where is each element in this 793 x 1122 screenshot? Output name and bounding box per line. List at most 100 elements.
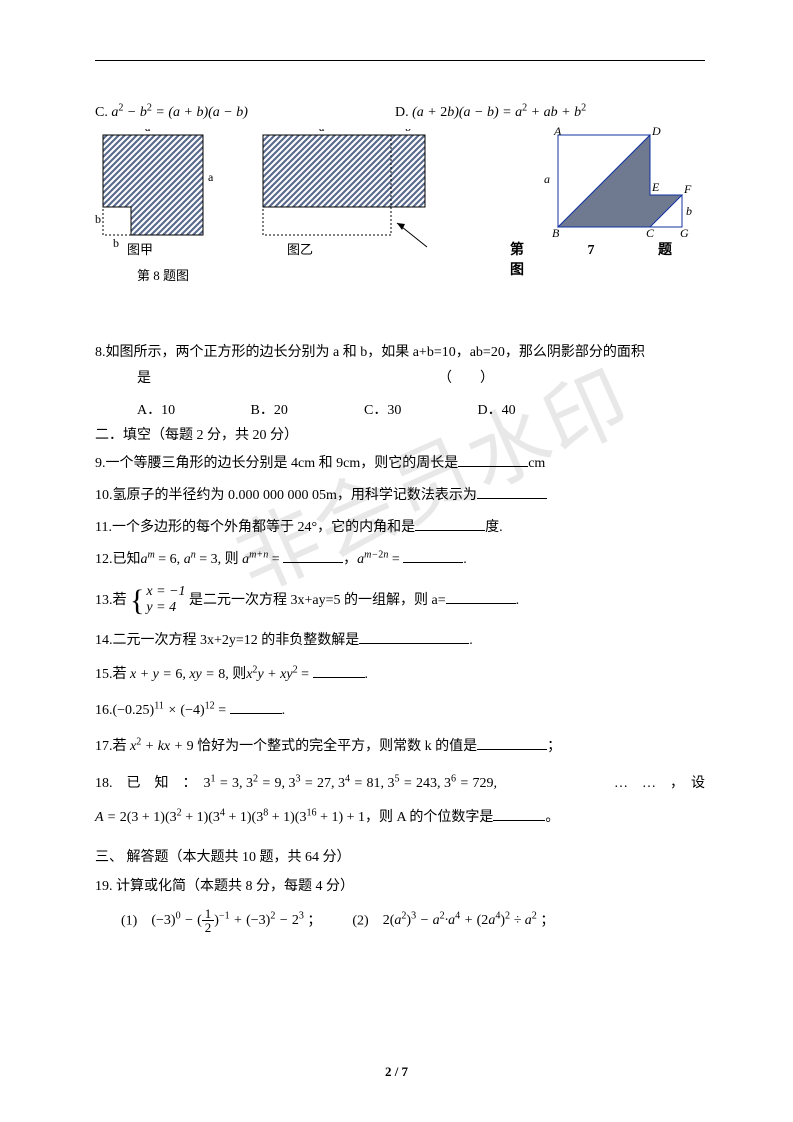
- q13-tail: .: [516, 593, 520, 608]
- svg-text:G: G: [680, 226, 689, 237]
- svg-text:A: A: [553, 127, 562, 138]
- q19-frac-den: 2: [202, 921, 215, 935]
- q9-blank: [458, 453, 528, 467]
- figure-q7: A D B C G E F a b: [530, 127, 705, 242]
- q12-tail: .: [463, 552, 467, 567]
- caption-yi: 图乙: [287, 239, 313, 258]
- q8-stem-b: 是: [137, 371, 151, 386]
- q15-blank: [313, 664, 365, 678]
- q10: 10.氢原子的半径约为 0.000 000 000 05m，用科学记数法表示为: [95, 484, 705, 508]
- svg-text:E: E: [651, 180, 660, 194]
- q13: 13.若 { x = −1 y = 4 是二元一次方程 3x+ay=5 的一组解…: [95, 584, 705, 618]
- q16-blank: [230, 700, 282, 714]
- svg-text:B: B: [552, 226, 560, 237]
- q13-system: { x = −1 y = 4: [130, 584, 186, 618]
- q8-choices: A．10 B．20 C．30 D．40: [95, 399, 705, 419]
- q17-mid: 恰好为一个整式的完全平方，则常数 k 的值是: [194, 739, 478, 754]
- q8-stem-a: 8.如图所示，两个正方形的边长分别为 a 和 b，如果 a+b=10，ab=20…: [95, 345, 645, 360]
- caption-jia: 图甲: [127, 239, 153, 258]
- svg-text:a: a: [208, 170, 214, 184]
- q10-text: 10.氢原子的半径约为 0.000 000 000 05m，用科学记数法表示为: [95, 488, 477, 503]
- option-c-label: C.: [95, 105, 108, 120]
- q11-text: 11.一个多边形的每个外角都等于 24°，它的内角和是: [95, 520, 415, 535]
- q13-r1: x = −1: [146, 584, 185, 601]
- q14-text: 14.二元一次方程 3x+2y=12 的非负整数解是: [95, 633, 359, 648]
- svg-text:a: a: [319, 129, 325, 134]
- page-content: C. a2 − b2 = (a + b)(a − b) D. (a + 2b)(…: [95, 105, 705, 943]
- q11: 11.一个多边形的每个外角都等于 24°，它的内角和是 度.: [95, 516, 705, 540]
- q9-unit: cm: [528, 456, 545, 471]
- q15-pre: 15.若: [95, 667, 130, 682]
- q8-c: C．30: [364, 399, 474, 419]
- svg-text:b: b: [686, 204, 692, 218]
- q17-pre: 17.若: [95, 739, 130, 754]
- q15-mid: 则: [232, 667, 246, 682]
- q19-p1-label: (1): [121, 913, 151, 928]
- option-c: C. a2 − b2 = (a + b)(a − b): [95, 105, 395, 121]
- options-row: C. a2 − b2 = (a + b)(a − b) D. (a + 2b)(…: [95, 105, 705, 121]
- q17-blank: [477, 736, 547, 750]
- svg-text:b: b: [405, 129, 411, 134]
- svg-text:a: a: [544, 172, 550, 186]
- q18-l2-tail: 。: [545, 810, 559, 825]
- q18-l2-mid: ，则 A 的个位数字是: [365, 810, 493, 825]
- q18-line1: 18. 已 知 ： 31 = 3, 32 = 9, 33 = 27, 34 = …: [95, 772, 705, 796]
- q17-tail: ；: [547, 739, 561, 754]
- svg-text:F: F: [683, 182, 692, 196]
- q15-eq: =: [298, 667, 313, 682]
- option-d: D. (a + 2b)(a − b) = a2 + ab + b2: [395, 105, 586, 121]
- q12-blank1: [283, 549, 343, 563]
- section-3-head: 三、 解答题（本大题共 10 题，共 64 分）: [95, 846, 705, 870]
- q11-blank: [415, 517, 485, 531]
- figures-row: a a b b a b: [95, 129, 705, 309]
- option-d-label: D.: [395, 105, 409, 120]
- q18-l1-pre: 18. 已 知 ：: [95, 776, 204, 791]
- q8: 8.如图所示，两个正方形的边长分别为 a 和 b，如果 a+b=10，ab=20…: [95, 341, 705, 365]
- q12-mid1: 则: [225, 552, 243, 567]
- q19-frac-num: 1: [202, 907, 215, 922]
- q8-b: B．20: [251, 399, 361, 419]
- q8-paren: （ ）: [438, 371, 494, 386]
- q14-tail: .: [469, 633, 473, 648]
- q19-p2-label: (2): [352, 913, 382, 928]
- caption-fig8: 第 8 题图: [137, 265, 189, 284]
- page-footer: 2 / 7: [0, 1064, 793, 1080]
- q10-blank: [477, 485, 547, 499]
- svg-text:b: b: [95, 212, 101, 226]
- q19-p1-tail: ；: [304, 913, 322, 928]
- top-rule: [95, 60, 705, 61]
- q15: 15.若 x + y = 6, xy = 8, 则x2y + xy2 = .: [95, 663, 705, 687]
- q13-mid: 是二元一次方程 3x+ay=5 的一组解，则 a=: [189, 593, 446, 608]
- q19-parts: (1) (−3)0 − (12)−1 + (−3)2 − 23 ； (2) 2(…: [95, 907, 705, 935]
- q8-stem-b-row: 是 （ ）: [95, 367, 705, 391]
- svg-text:a: a: [145, 129, 151, 134]
- q12-pre: 12.已知: [95, 552, 141, 567]
- svg-text:C: C: [646, 226, 655, 237]
- q15-tail: .: [365, 667, 369, 682]
- q12: 12.已知am = 6, an = 3, 则 am+n = ，am−2n = .: [95, 548, 705, 572]
- q16: 16.(−0.25)11 × (−4)12 = .: [95, 699, 705, 723]
- q14-blank: [359, 630, 469, 644]
- caption-q7: 第 7 题 图: [510, 239, 705, 279]
- q16-pre: 16.: [95, 703, 113, 718]
- q18-blank: [493, 807, 545, 821]
- svg-text:D: D: [651, 127, 661, 138]
- q19-p2-tail: ；: [537, 913, 555, 928]
- q16-tail: .: [282, 703, 286, 718]
- q14: 14.二元一次方程 3x+2y=12 的非负整数解是.: [95, 629, 705, 653]
- q8-a: A．10: [137, 399, 247, 419]
- figure-jia: a a b b: [95, 129, 225, 254]
- q12-mid2: ，: [343, 552, 357, 567]
- q18-line2: A = 2(3 + 1)(32 + 1)(34 + 1)(38 + 1)(316…: [95, 806, 705, 830]
- q11-unit: 度.: [485, 520, 503, 535]
- q13-pre: 13.若: [95, 593, 127, 608]
- q13-r2: y = 4: [146, 600, 185, 617]
- q9: 9.一个等腰三角形的边长分别是 4cm 和 9cm，则它的周长是 cm: [95, 452, 705, 476]
- q19-head: 19. 计算或化简（本题共 8 分，每题 4 分）: [95, 875, 705, 899]
- svg-text:b: b: [113, 236, 119, 249]
- q9-text: 9.一个等腰三角形的边长分别是 4cm 和 9cm，则它的周长是: [95, 456, 458, 471]
- q17: 17.若 x2 + kx + 9 恰好为一个整式的完全平方，则常数 k 的值是；: [95, 735, 705, 759]
- q13-blank: [446, 590, 516, 604]
- section-2-head: 二．填空（每题 2 分，共 20 分）: [95, 424, 705, 448]
- q18-l1-tail: … … ， 设: [614, 772, 705, 796]
